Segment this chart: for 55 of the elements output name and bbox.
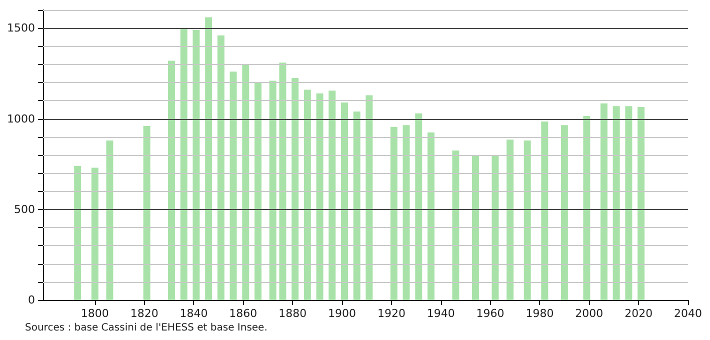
bar: [269, 80, 276, 300]
bar: [492, 155, 499, 300]
bar: [205, 17, 212, 300]
bar: [472, 156, 479, 300]
bar: [91, 168, 98, 300]
x-tick-label: 1900: [328, 307, 356, 320]
x-tick-label: 1860: [229, 307, 258, 320]
x-tick-label: 1840: [180, 307, 208, 320]
x-tick-label: 1800: [80, 307, 109, 320]
bar: [304, 90, 311, 300]
bar: [353, 112, 360, 300]
x-tick-label: 1920: [377, 307, 406, 320]
bar: [583, 116, 590, 300]
bar: [328, 90, 336, 300]
x-tick-label: 1980: [526, 307, 554, 320]
bar: [560, 125, 568, 300]
y-tick-label: 500: [14, 202, 35, 216]
bar: [366, 95, 373, 300]
x-tick-label: 1820: [130, 307, 158, 320]
bar: [279, 62, 286, 300]
bar: [192, 30, 200, 300]
x-tick-label: 1960: [476, 307, 504, 320]
bar: [452, 150, 460, 300]
bar: [340, 102, 348, 300]
bar: [242, 64, 250, 300]
bar: [625, 106, 632, 300]
bar: [415, 113, 422, 300]
y-tick-label: 0: [28, 294, 35, 306]
bar: [402, 125, 410, 300]
bar: [638, 106, 645, 300]
bar: [292, 78, 299, 300]
y-tick-label: 1000: [7, 112, 35, 126]
bar: [506, 140, 514, 300]
x-tick-label: 1880: [278, 307, 307, 320]
bar: [541, 121, 548, 300]
bar: [143, 126, 150, 300]
bar: [612, 106, 620, 300]
bar: [230, 72, 237, 300]
bar: [390, 126, 398, 300]
bar: [168, 60, 176, 300]
x-tick-label: 2000: [575, 307, 604, 320]
bar: [106, 140, 114, 300]
bar: [217, 35, 224, 300]
bar: [600, 103, 608, 300]
bar: [427, 132, 434, 300]
x-tick-label: 2020: [624, 307, 653, 320]
bar: [74, 166, 82, 300]
bar: [254, 82, 262, 300]
x-tick-label: 2040: [674, 307, 702, 320]
x-tick-label: 1940: [426, 307, 455, 320]
source-note: Sources : base Cassini de l'EHESS et base Insee.: [25, 322, 268, 334]
bar: [180, 28, 188, 300]
y-tick-label: 1500: [7, 22, 35, 35]
bar: [524, 140, 531, 300]
bar: [316, 93, 324, 300]
